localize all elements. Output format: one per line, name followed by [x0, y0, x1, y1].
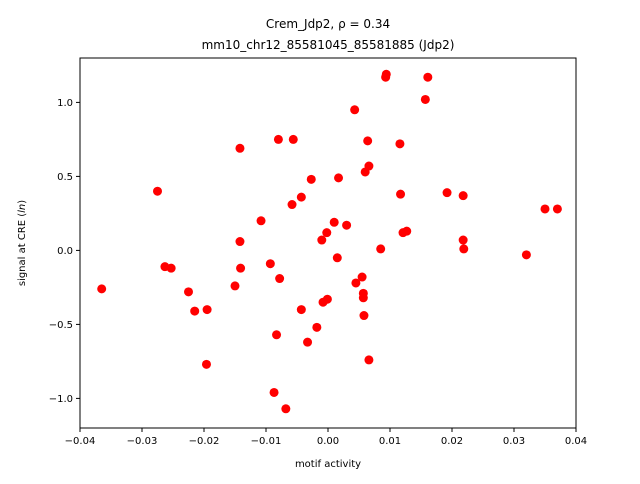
- y-axis-ticks: −1.0 −0.5 0.0 0.5 1.0: [49, 98, 80, 405]
- data-point: [396, 189, 406, 199]
- data-point: [287, 200, 297, 210]
- data-point: [358, 293, 368, 303]
- data-point: [288, 134, 298, 144]
- data-point: [236, 263, 246, 273]
- data-point: [458, 235, 468, 245]
- data-point: [364, 161, 374, 171]
- data-point: [256, 216, 266, 226]
- data-point: [201, 359, 211, 369]
- data-point: [230, 281, 240, 291]
- data-point: [275, 274, 285, 284]
- data-point: [363, 136, 373, 146]
- data-point: [332, 253, 342, 263]
- data-point: [296, 305, 306, 315]
- y-tick-label: 0.0: [57, 246, 73, 257]
- data-point: [153, 186, 162, 196]
- data-point: [312, 322, 322, 332]
- data-point: [351, 278, 361, 288]
- x-tick-label: −0.01: [251, 436, 282, 447]
- data-point: [442, 188, 452, 198]
- data-point: [269, 387, 279, 397]
- data-point: [552, 204, 562, 214]
- data-point: [329, 217, 339, 227]
- data-point: [265, 259, 275, 269]
- chart-title-line-2: mm10_chr12_85581045_85581885 (Jdp2): [202, 38, 455, 52]
- data-point: [166, 263, 176, 273]
- data-point: [296, 192, 306, 202]
- data-point: [458, 191, 468, 201]
- data-points: [97, 69, 562, 414]
- y-tick-label: 1.0: [57, 98, 73, 109]
- data-point: [190, 306, 200, 316]
- data-point: [359, 311, 369, 321]
- x-tick-label: 0.01: [379, 436, 401, 447]
- x-tick-label: 0.00: [317, 436, 339, 447]
- y-tick-label: 0.5: [57, 172, 73, 183]
- data-point: [540, 204, 550, 214]
- x-axis-label: motif activity: [295, 459, 361, 470]
- data-point: [395, 139, 405, 149]
- x-tick-label: 0.02: [441, 436, 463, 447]
- data-point: [459, 244, 469, 254]
- data-point: [184, 287, 193, 297]
- data-point: [303, 337, 313, 347]
- data-point: [521, 250, 531, 260]
- data-point: [420, 94, 430, 104]
- data-point: [402, 226, 412, 236]
- y-tick-label: −1.0: [49, 394, 73, 405]
- data-point: [306, 174, 316, 184]
- data-point: [202, 305, 212, 315]
- data-point: [272, 330, 282, 340]
- y-tick-label: −0.5: [49, 320, 73, 331]
- y-axis-label: signal at CRE (ln): [17, 200, 28, 286]
- chart-title: Crem_Jdp2, ρ = 0.34 mm10_chr12_85581045_…: [202, 17, 455, 52]
- data-point: [423, 72, 433, 82]
- data-point: [273, 134, 283, 144]
- data-point: [342, 220, 352, 230]
- data-point: [322, 228, 332, 238]
- data-point: [357, 272, 367, 282]
- x-axis-ticks: −0.04 −0.03 −0.02 −0.01 0.00 0.01 0.02 0.03 0.04: [65, 428, 587, 447]
- x-tick-label: −0.02: [189, 436, 220, 447]
- data-point: [281, 404, 291, 414]
- data-point: [97, 284, 107, 294]
- data-point: [350, 105, 360, 115]
- data-point: [322, 294, 332, 304]
- data-point: [334, 173, 344, 183]
- data-point: [376, 244, 386, 254]
- x-tick-label: 0.03: [503, 436, 525, 447]
- x-tick-label: −0.03: [127, 436, 158, 447]
- x-tick-label: −0.04: [65, 436, 96, 447]
- data-point: [317, 235, 327, 245]
- data-point: [235, 237, 245, 247]
- chart-title-line-1: Crem_Jdp2, ρ = 0.34: [266, 17, 390, 31]
- x-tick-label: 0.04: [565, 436, 587, 447]
- data-point: [364, 355, 374, 365]
- data-point: [235, 143, 245, 153]
- data-point: [381, 69, 391, 79]
